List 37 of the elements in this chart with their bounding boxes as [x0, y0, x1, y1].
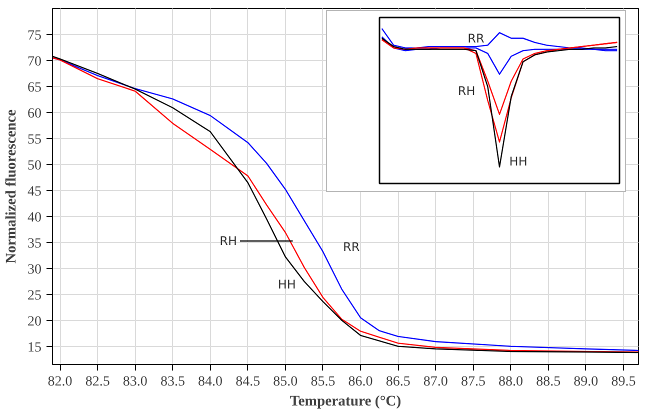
x-tick-label: 89.0 — [574, 374, 598, 390]
x-axis-title: Temperature (°C) — [290, 394, 402, 410]
y-tick-label: 25 — [28, 288, 42, 304]
x-tick-label: 85.0 — [273, 374, 298, 390]
x-tick-label: 85.5 — [310, 374, 336, 390]
x-tick-label: 83.5 — [160, 374, 185, 390]
annotation: RH — [458, 84, 476, 98]
x-tick-label: 84.5 — [236, 374, 260, 390]
x-tick-label: 82.0 — [48, 374, 72, 390]
x-tick-label: 86.0 — [348, 374, 373, 390]
annotation: HH — [509, 154, 528, 168]
x-tick-label: 82.5 — [85, 374, 110, 390]
y-tick-label: 20 — [28, 314, 42, 330]
x-tick-label: 83.0 — [122, 374, 148, 390]
x-tick-label: 88.0 — [498, 374, 524, 390]
y-tick-label: 70 — [28, 54, 42, 70]
y-tick-label: 75 — [28, 28, 42, 44]
y-tick-label: 60 — [28, 106, 42, 122]
x-tick-label: 84.0 — [198, 374, 223, 390]
y-tick-label: 45 — [28, 184, 42, 200]
x-tick-label: 87.0 — [423, 374, 448, 390]
y-axis-title: Normalized fluorescence — [4, 109, 20, 264]
y-tick-label: 65 — [28, 80, 42, 96]
annotation: RR — [343, 240, 360, 254]
y-tick-label: 50 — [28, 158, 42, 174]
y-tick-label: 15 — [28, 340, 42, 356]
x-tick-label: 87.5 — [460, 374, 486, 390]
y-tick-label: 40 — [28, 210, 42, 226]
annotation: HH — [278, 277, 296, 292]
y-tick-label: 30 — [28, 262, 42, 278]
y-tick-label: 35 — [28, 236, 42, 252]
y-tick-label: 55 — [28, 132, 42, 148]
annotation: RR — [468, 31, 484, 46]
x-tick-label: 89.5 — [611, 374, 636, 390]
x-tick-label: 86.5 — [386, 374, 410, 390]
x-tick-label: 88.5 — [536, 374, 561, 390]
annotation: RH — [220, 234, 237, 248]
